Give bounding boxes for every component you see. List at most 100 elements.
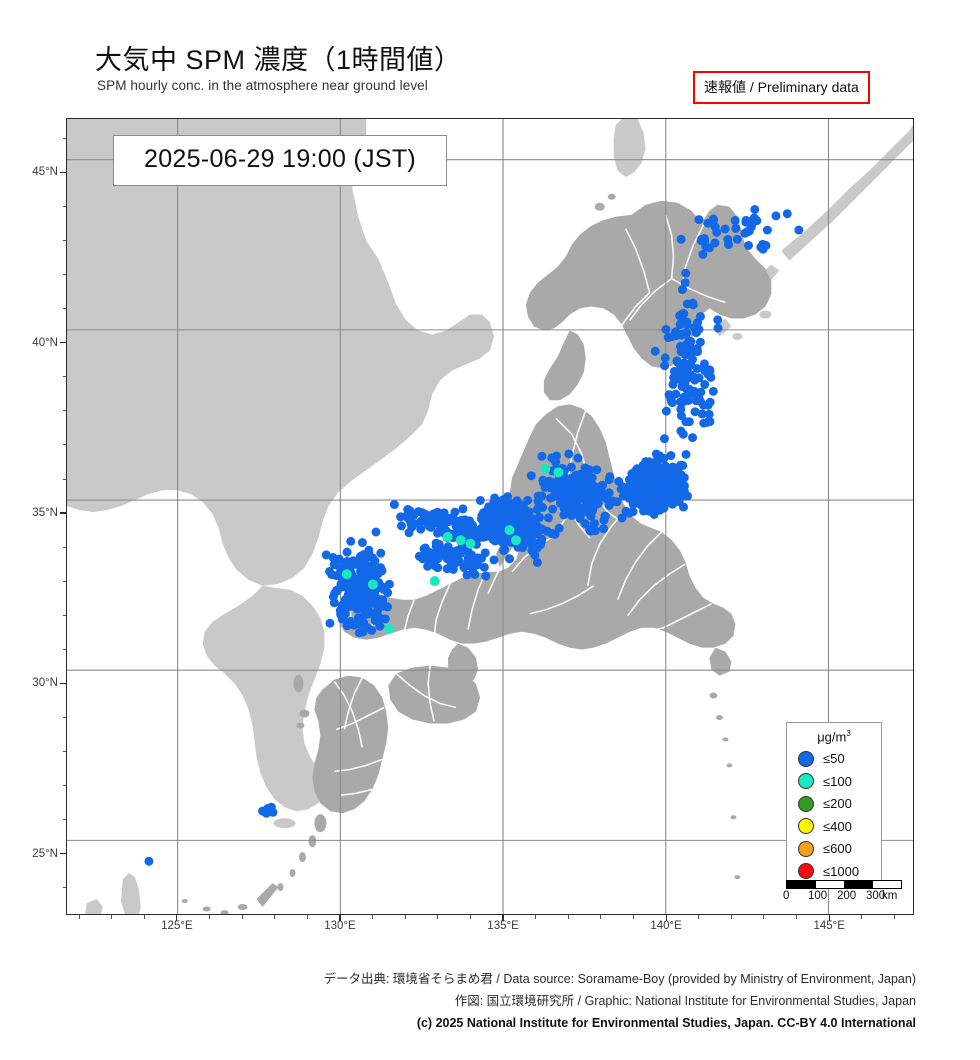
spm-point xyxy=(462,561,472,570)
spm-point xyxy=(682,299,692,309)
spm-point xyxy=(681,268,691,278)
spm-point xyxy=(436,549,446,559)
spm-point xyxy=(516,520,526,530)
spm-point xyxy=(543,513,553,523)
spm-point xyxy=(782,209,792,219)
spm-point xyxy=(556,484,566,494)
spm-point xyxy=(676,234,686,244)
spm-point xyxy=(710,238,720,248)
spm-point xyxy=(585,526,595,536)
spm-point xyxy=(700,380,710,389)
lon-minor-tick xyxy=(209,915,210,919)
spm-point xyxy=(617,513,627,523)
ryukyu-islands xyxy=(181,692,741,914)
spm-point xyxy=(672,356,682,366)
spm-point xyxy=(462,530,472,540)
scale-tick-label: 0 xyxy=(783,890,790,902)
spm-point xyxy=(384,623,395,634)
lon-minor-tick xyxy=(763,915,765,919)
lon-tick-mark xyxy=(502,915,504,921)
spm-point xyxy=(683,373,693,383)
scale-tick-label: 300 xyxy=(866,890,886,902)
spm-point xyxy=(688,433,698,443)
spm-point xyxy=(371,527,381,537)
spm-point xyxy=(475,495,485,505)
spm-point xyxy=(450,507,460,517)
spm-point xyxy=(498,495,508,505)
lon-minor-tick xyxy=(600,915,602,919)
spm-point xyxy=(771,211,781,221)
spm-point xyxy=(475,528,485,538)
spm-point xyxy=(421,510,431,520)
lon-minor-tick xyxy=(78,915,80,919)
spm-point xyxy=(668,462,678,472)
lat-minor-tick xyxy=(62,240,66,242)
spm-point xyxy=(678,460,688,470)
spm-point xyxy=(677,285,687,295)
spm-point xyxy=(524,507,534,517)
spm-point xyxy=(744,218,754,228)
map-plot-area[interactable]: 2025-06-29 19:00 (JST) xyxy=(66,118,914,915)
spm-point xyxy=(548,504,558,514)
lon-tick-mark xyxy=(665,915,667,921)
spm-point xyxy=(667,477,677,487)
spm-point xyxy=(465,538,476,549)
footer-copyright: (c) 2025 National Institute for Environm… xyxy=(416,1016,916,1030)
spm-point xyxy=(634,493,644,503)
spm-point xyxy=(540,463,551,474)
spm-point xyxy=(705,366,715,376)
scale-seg-1 xyxy=(787,881,816,888)
lon-tick-label: 145°E xyxy=(813,920,845,932)
lat-tick-mark xyxy=(60,171,66,174)
legend-color-dot xyxy=(798,773,814,790)
spm-point xyxy=(359,562,369,572)
spm-point xyxy=(414,507,424,517)
spm-point xyxy=(511,535,522,546)
spm-point xyxy=(478,508,488,518)
spm-point xyxy=(689,323,699,333)
lat-tick-mark xyxy=(60,512,66,514)
spm-point xyxy=(548,492,558,502)
lon-tick-label: 130°E xyxy=(324,920,356,932)
spm-point xyxy=(575,511,585,521)
spm-point xyxy=(355,617,365,627)
spm-point xyxy=(695,337,705,347)
lon-minor-tick xyxy=(469,915,471,919)
spm-point xyxy=(504,525,515,536)
spm-point xyxy=(458,504,468,514)
legend-row: ≤200 xyxy=(787,792,881,815)
lat-tick-label: 30°N xyxy=(32,677,58,690)
spm-point xyxy=(665,494,675,504)
legend-row: ≤600 xyxy=(787,837,881,860)
spm-point xyxy=(743,240,753,250)
spm-point xyxy=(666,451,676,461)
spm-point xyxy=(428,548,438,558)
legend-label: ≤50 xyxy=(823,751,845,767)
lat-tick-label: 25°N xyxy=(32,847,58,860)
spm-point xyxy=(686,360,696,370)
lon-tick-mark xyxy=(339,915,341,921)
lon-tick-label: 140°E xyxy=(650,920,682,932)
lat-tick-mark xyxy=(60,853,66,855)
spm-point xyxy=(452,521,462,531)
spm-point xyxy=(794,225,804,235)
spm-point xyxy=(656,478,666,488)
legend-color-dot xyxy=(798,795,814,812)
spm-observation-points xyxy=(144,204,804,866)
spm-point xyxy=(553,467,564,478)
spm-point xyxy=(489,555,499,565)
spm-point xyxy=(599,524,609,534)
lat-tick-mark xyxy=(60,342,66,344)
spm-point xyxy=(339,610,349,620)
spm-point xyxy=(605,472,615,482)
spm-point xyxy=(567,511,577,521)
legend-label: ≤600 xyxy=(823,841,852,857)
spm-point xyxy=(505,554,515,564)
scale-seg-3 xyxy=(844,881,873,888)
spm-point xyxy=(724,240,734,250)
spm-point xyxy=(357,538,367,548)
spm-point xyxy=(690,407,700,417)
spm-point xyxy=(429,576,440,587)
spm-point xyxy=(684,417,694,427)
